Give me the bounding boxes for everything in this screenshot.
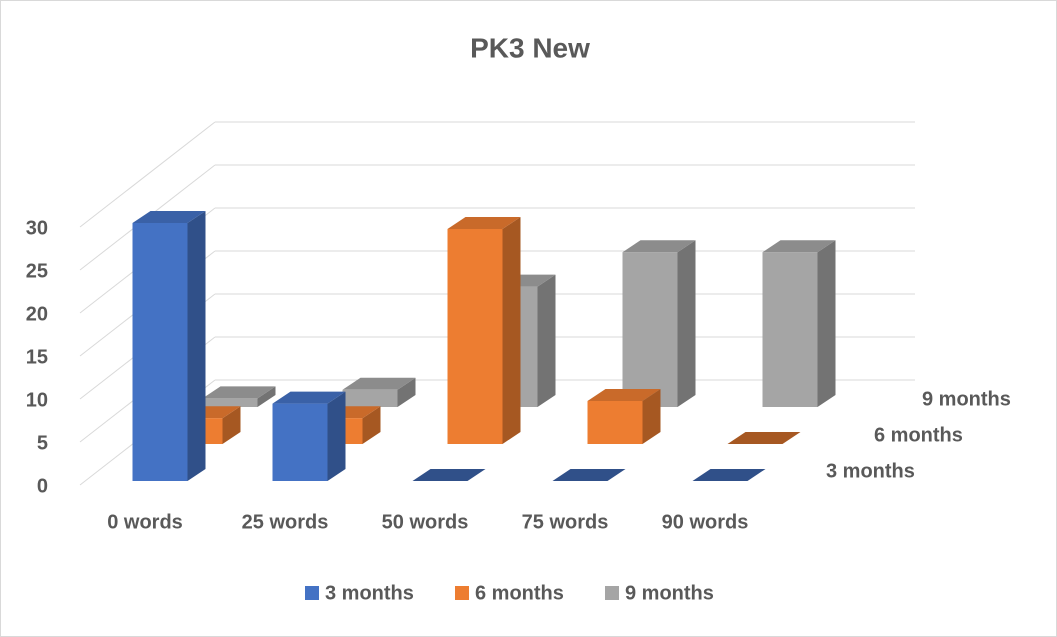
x-tick-label: 90 words bbox=[662, 511, 749, 533]
bar bbox=[202, 398, 258, 407]
bar-side bbox=[222, 406, 241, 444]
legend-swatch bbox=[605, 586, 619, 600]
legend-label: 6 months bbox=[475, 582, 564, 604]
x-tick-label: 50 words bbox=[382, 511, 469, 533]
bar-group bbox=[692, 469, 766, 481]
bar-side bbox=[537, 274, 556, 407]
bar bbox=[622, 252, 678, 407]
bar-top bbox=[412, 469, 486, 481]
depth-tick-label: 3 months bbox=[826, 460, 915, 482]
bar bbox=[132, 223, 188, 481]
bar bbox=[342, 389, 398, 407]
bar bbox=[272, 403, 328, 481]
bar-top bbox=[202, 386, 276, 399]
bar-group bbox=[202, 386, 276, 407]
bar-side bbox=[257, 386, 276, 407]
bar-side bbox=[327, 391, 346, 481]
bar bbox=[587, 401, 643, 444]
legend-swatch bbox=[455, 586, 469, 600]
bar-group bbox=[132, 211, 206, 481]
bar-top bbox=[342, 377, 416, 390]
x-tick-label: 0 words bbox=[107, 511, 183, 533]
legend-swatch bbox=[305, 586, 319, 600]
bar-group bbox=[762, 240, 836, 407]
x-tick-label: 25 words bbox=[242, 511, 329, 533]
grid-line bbox=[79, 121, 216, 228]
chart-title: PK3 New bbox=[470, 32, 590, 63]
bar-side bbox=[817, 240, 836, 407]
bar-side bbox=[502, 217, 521, 444]
bar bbox=[762, 252, 818, 407]
bar-group bbox=[272, 391, 346, 481]
bar-group bbox=[587, 389, 661, 444]
bar-side bbox=[362, 406, 381, 444]
depth-tick-label: 6 months bbox=[874, 424, 963, 446]
depth-tick-label: 9 months bbox=[922, 388, 1011, 410]
legend-label: 9 months bbox=[625, 582, 714, 604]
y-tick-label: 20 bbox=[26, 303, 48, 325]
bar-side bbox=[677, 240, 696, 407]
y-tick-label: 0 bbox=[37, 475, 48, 497]
bar-group bbox=[727, 432, 801, 444]
bar-side bbox=[397, 377, 416, 407]
bar-top bbox=[727, 432, 801, 444]
legend-label: 3 months bbox=[325, 582, 414, 604]
bar-group bbox=[412, 469, 486, 481]
bar-group bbox=[622, 240, 696, 407]
bar-side bbox=[642, 389, 661, 444]
y-tick-label: 5 bbox=[37, 432, 48, 454]
bar-top bbox=[587, 389, 661, 401]
y-tick-label: 10 bbox=[26, 389, 48, 411]
bar-group bbox=[552, 469, 626, 481]
bar-top bbox=[552, 469, 626, 481]
y-tick-label: 30 bbox=[26, 217, 48, 239]
bar-top bbox=[447, 217, 521, 229]
bar-side bbox=[187, 211, 206, 481]
bar-top bbox=[622, 240, 696, 253]
bar-group bbox=[342, 377, 416, 407]
bar-group bbox=[447, 217, 521, 444]
y-tick-label: 15 bbox=[26, 346, 48, 368]
bar-top bbox=[272, 391, 346, 404]
bar bbox=[447, 229, 503, 444]
y-tick-label: 25 bbox=[26, 260, 48, 282]
x-tick-label: 75 words bbox=[522, 511, 609, 533]
bar-top bbox=[692, 469, 766, 481]
bar-top bbox=[132, 211, 206, 223]
bar-top bbox=[762, 240, 836, 253]
